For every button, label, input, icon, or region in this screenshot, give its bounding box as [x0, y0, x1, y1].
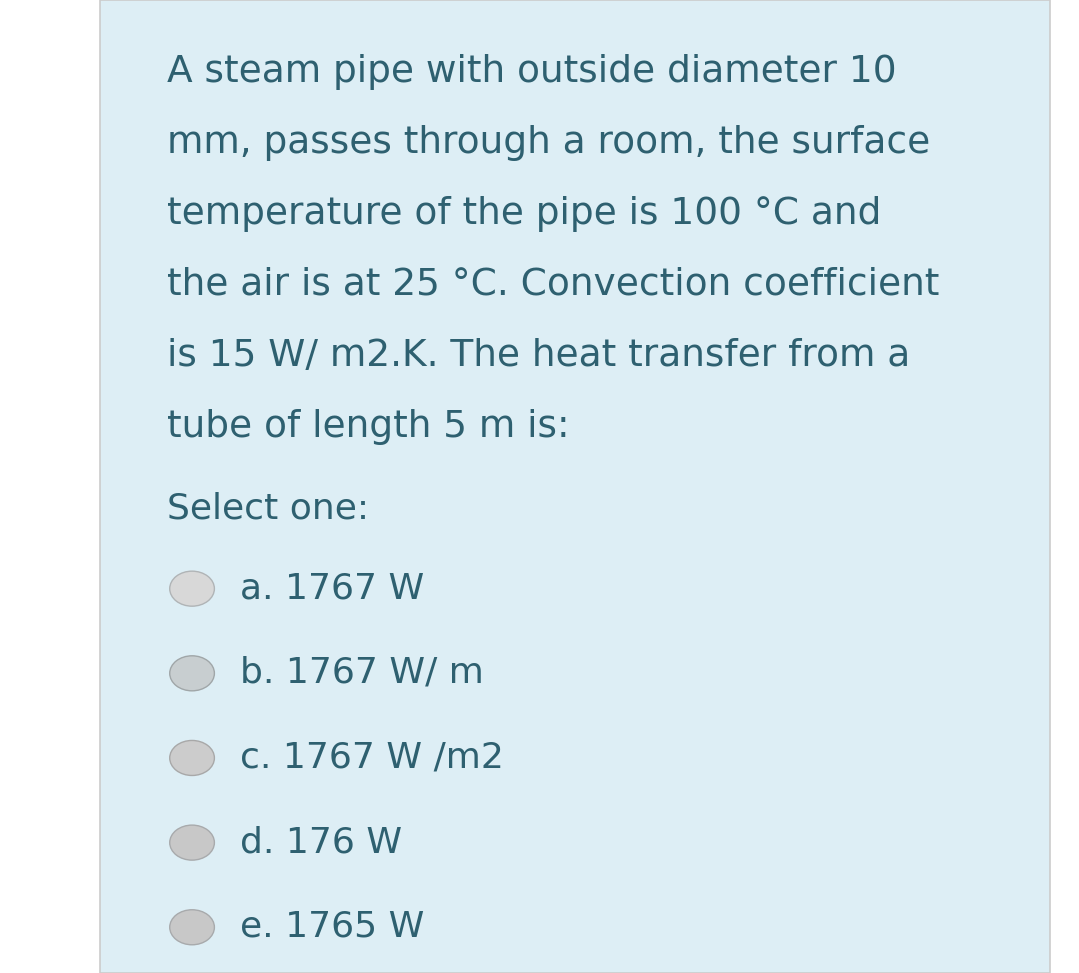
Text: mm, passes through a room, the surface: mm, passes through a room, the surface [167, 125, 930, 161]
Text: temperature of the pipe is 100 °C and: temperature of the pipe is 100 °C and [167, 196, 882, 232]
Text: d. 176 W: d. 176 W [240, 825, 401, 859]
Text: the air is at 25 °C. Convection coefficient: the air is at 25 °C. Convection coeffici… [167, 267, 940, 303]
Text: tube of length 5 m is:: tube of length 5 m is: [167, 409, 570, 445]
Text: a. 1767 W: a. 1767 W [240, 571, 424, 605]
Ellipse shape [169, 910, 215, 945]
Ellipse shape [169, 740, 215, 775]
Text: A steam pipe with outside diameter 10: A steam pipe with outside diameter 10 [167, 54, 897, 90]
Text: b. 1767 W/ m: b. 1767 W/ m [240, 656, 483, 690]
Ellipse shape [169, 825, 215, 860]
Text: Select one:: Select one: [167, 491, 369, 525]
Text: c. 1767 W /m2: c. 1767 W /m2 [240, 740, 504, 775]
Ellipse shape [169, 571, 215, 606]
Text: e. 1765 W: e. 1765 W [240, 910, 424, 944]
Ellipse shape [169, 656, 215, 691]
Text: is 15 W/ m2.K. The heat transfer from a: is 15 W/ m2.K. The heat transfer from a [167, 338, 911, 374]
